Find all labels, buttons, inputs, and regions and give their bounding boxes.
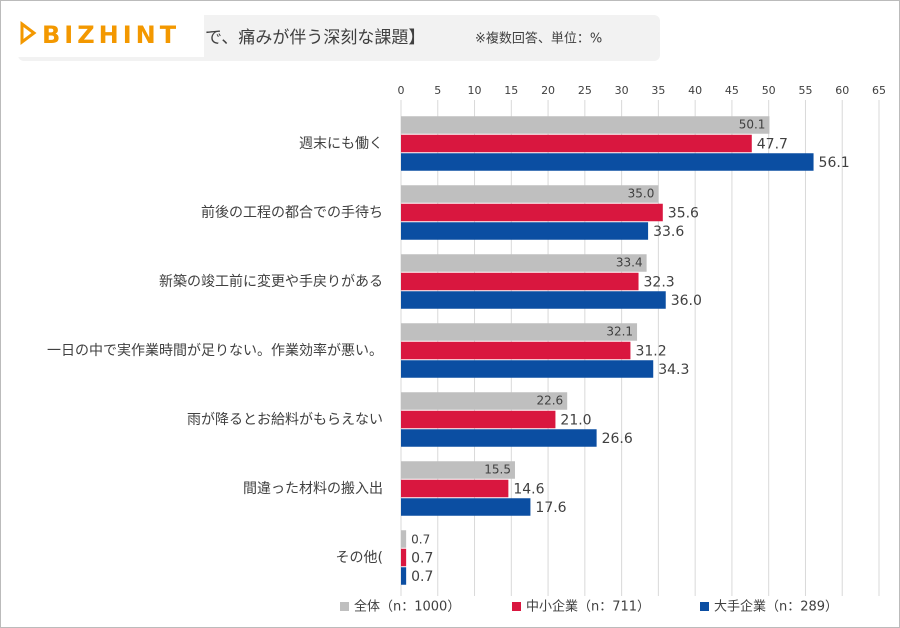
value-label: 26.6	[602, 431, 633, 447]
x-tick-label: 55	[798, 84, 812, 97]
logo-box	[14, 15, 204, 57]
x-tick-label: 50	[762, 84, 776, 97]
bar	[401, 360, 654, 378]
x-tick-label: 15	[504, 84, 518, 97]
legend-label: 大手企業（n：289）	[714, 599, 838, 615]
bar	[401, 134, 752, 153]
bar	[401, 291, 666, 309]
x-tick-label: 25	[578, 84, 592, 97]
value-label: 22.6	[536, 394, 563, 408]
x-tick-label: 0	[398, 84, 405, 97]
logo-icon	[20, 21, 37, 45]
value-label: 50.1	[739, 118, 766, 132]
x-tick-label: 35	[651, 84, 665, 97]
category-label: その他(	[336, 550, 383, 566]
value-label: 35.0	[628, 187, 655, 201]
value-label: 56.1	[819, 155, 850, 171]
category-label: 新築の竣工前に変更や手戻りがある	[159, 273, 383, 290]
x-tick-label: 5	[434, 84, 441, 97]
value-label: 17.6	[535, 500, 566, 516]
category-label: 一日の中で実作業時間が足りない。作業効率が悪い。	[47, 342, 383, 359]
bar	[401, 410, 556, 429]
bar	[401, 429, 597, 447]
category-label: 前後の工程の都合での手待ち	[201, 204, 383, 221]
bar	[401, 116, 770, 134]
bar	[401, 498, 531, 516]
value-label: 21.0	[560, 413, 591, 429]
value-label: 14.6	[513, 482, 544, 498]
category-label: 週末にも働く	[299, 136, 383, 152]
bar	[401, 530, 407, 548]
x-tick-label: 60	[835, 84, 849, 97]
value-label: 32.1	[606, 325, 633, 339]
legend-swatch	[340, 602, 349, 611]
x-tick-label: 40	[688, 84, 702, 97]
legend-label: 中小企業（n：711）	[526, 599, 650, 615]
bar	[401, 153, 814, 171]
x-tick-label: 10	[468, 84, 482, 97]
value-label: 0.7	[411, 551, 433, 567]
bar	[401, 203, 663, 222]
x-tick-label: 30	[615, 84, 629, 97]
value-label: 0.7	[411, 569, 433, 585]
value-label: 0.7	[411, 533, 430, 547]
bar	[401, 461, 515, 479]
x-tick-label: 65	[872, 84, 886, 97]
value-label: 36.0	[671, 293, 702, 309]
value-label: 34.3	[658, 362, 689, 378]
legend-swatch	[512, 602, 521, 611]
bar	[401, 479, 509, 498]
x-tick-label: 20	[541, 84, 555, 97]
legend-swatch	[700, 602, 709, 611]
value-label: 33.6	[653, 224, 684, 240]
bar	[401, 392, 568, 410]
value-label: 33.4	[616, 256, 643, 270]
category-label: 雨が降るとお給料がもらえない	[187, 412, 383, 428]
value-label: 35.6	[668, 206, 699, 222]
bar	[401, 567, 407, 585]
x-tick-label: 45	[725, 84, 739, 97]
bar	[401, 254, 647, 272]
bar	[401, 222, 649, 240]
category-label: 間違った材料の搬入出	[243, 481, 383, 497]
value-label: 32.3	[644, 275, 675, 291]
bar	[401, 548, 407, 567]
bar	[401, 185, 659, 203]
value-label: 31.2	[635, 344, 666, 360]
bar	[401, 272, 639, 291]
chart-subtitle: ※複数回答、単位：%	[475, 31, 602, 47]
value-label: 47.7	[757, 137, 788, 153]
value-label: 15.5	[484, 463, 511, 477]
bar	[401, 323, 638, 341]
chart-title: で、痛みが伴う深刻な課題】	[205, 28, 425, 48]
legend-label: 全体（n：1000）	[354, 599, 460, 615]
logo: BIZHINT	[42, 21, 180, 49]
bar	[401, 341, 631, 360]
